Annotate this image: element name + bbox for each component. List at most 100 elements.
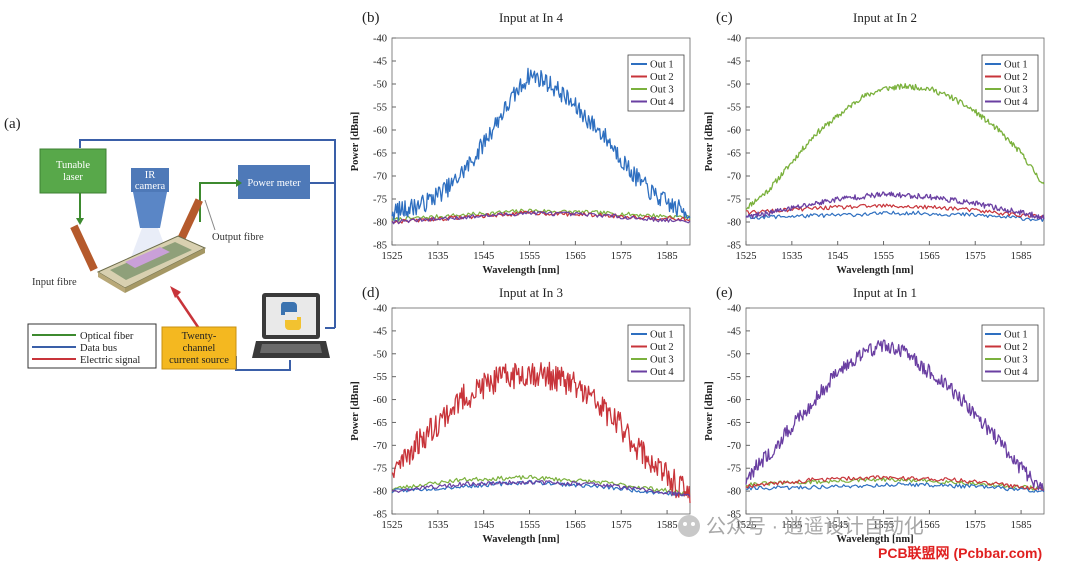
power-meter-label: Power meter bbox=[247, 178, 301, 189]
series-line-out-4 bbox=[745, 191, 1045, 220]
y-tick-label: -60 bbox=[727, 395, 741, 406]
watermark-text: 公众号 · 逍遥设计自动化 bbox=[706, 515, 924, 538]
y-tick-label: -85 bbox=[727, 510, 741, 521]
y-tick-label: -85 bbox=[373, 241, 387, 252]
photonic-chip bbox=[96, 235, 207, 293]
legend-bus-label: Data bus bbox=[80, 343, 117, 354]
x-tick-label: 1575 bbox=[611, 251, 632, 262]
series-line-out-2 bbox=[391, 361, 691, 504]
x-tick-label: 1555 bbox=[519, 520, 540, 531]
x-tick-label: 1545 bbox=[827, 520, 848, 531]
legend-label: Out 3 bbox=[1004, 355, 1028, 366]
y-tick-label: -85 bbox=[727, 241, 741, 252]
x-tick-label: 1585 bbox=[657, 520, 678, 531]
output-fibre-pointer bbox=[204, 199, 216, 231]
y-tick-label: -60 bbox=[373, 126, 387, 137]
y-tick-label: -70 bbox=[373, 441, 387, 452]
y-tick-label: -60 bbox=[373, 395, 387, 406]
x-tick-label: 1545 bbox=[827, 251, 848, 262]
chart-title: Input at In 1 bbox=[853, 285, 917, 300]
panel-label: (e) bbox=[716, 285, 733, 301]
y-tick-label: -50 bbox=[373, 349, 387, 360]
x-tick-label: 1585 bbox=[657, 251, 678, 262]
y-tick-label: -70 bbox=[373, 172, 387, 183]
ir-camera-lens bbox=[133, 192, 167, 228]
y-tick-label: -55 bbox=[727, 103, 741, 114]
y-tick-label: -65 bbox=[373, 149, 387, 160]
legend-label: Out 2 bbox=[650, 72, 674, 83]
legend-label: Out 4 bbox=[1004, 367, 1028, 378]
legend-label: Out 2 bbox=[1004, 72, 1028, 83]
x-axis-label: Wavelength [nm] bbox=[482, 265, 559, 276]
tunable-laser-box bbox=[39, 148, 107, 194]
ir-camera-box bbox=[131, 168, 169, 192]
watermark-site: PCB联盟网 (Pcbbar.com) bbox=[878, 545, 1042, 561]
series-line-out-4 bbox=[391, 479, 691, 497]
y-tick-label: -40 bbox=[727, 304, 741, 315]
series-line-out-2 bbox=[391, 210, 691, 225]
legend-label: Out 4 bbox=[1004, 97, 1028, 108]
x-tick-label: 1585 bbox=[1011, 520, 1032, 531]
current-source-box bbox=[161, 326, 237, 370]
y-axis-label: Power [dBm] bbox=[704, 381, 715, 441]
x-tick-label: 1585 bbox=[1011, 251, 1032, 262]
x-tick-label: 1575 bbox=[965, 251, 986, 262]
chart-title: Input at In 3 bbox=[499, 285, 563, 300]
y-tick-label: -55 bbox=[373, 372, 387, 383]
series-line-out-1 bbox=[391, 480, 691, 497]
y-tick-label: -85 bbox=[373, 510, 387, 521]
y-tick-label: -55 bbox=[373, 103, 387, 114]
current-source-label: Twenty-channel current source bbox=[169, 331, 229, 366]
x-tick-label: 1555 bbox=[873, 520, 894, 531]
ir-camera-label: IR camera bbox=[135, 170, 166, 192]
y-tick-label: -40 bbox=[373, 34, 387, 45]
x-tick-label: 1565 bbox=[919, 520, 940, 531]
x-tick-label: 1555 bbox=[873, 251, 894, 262]
plot-frame bbox=[391, 37, 691, 246]
y-tick-label: -70 bbox=[727, 441, 741, 452]
x-axis-label: Wavelength [nm] bbox=[482, 534, 559, 545]
x-tick-label: 1535 bbox=[427, 251, 448, 262]
legend-label: Out 1 bbox=[1004, 330, 1028, 341]
plot-frame bbox=[391, 307, 691, 515]
legend-label: Out 1 bbox=[650, 60, 674, 71]
output-fibre bbox=[177, 198, 203, 242]
x-tick-label: 1535 bbox=[781, 520, 802, 531]
diagram-legend: Optical fiber Data bus Electric signal bbox=[27, 323, 157, 369]
y-tick-label: -70 bbox=[727, 172, 741, 183]
y-tick-label: -65 bbox=[727, 149, 741, 160]
x-axis-label: Wavelength [nm] bbox=[836, 534, 913, 545]
chart-title: Input at In 2 bbox=[853, 10, 917, 25]
y-axis-label: Power [dBm] bbox=[704, 112, 715, 172]
computer-laptop bbox=[252, 293, 330, 358]
output-fibre-arrow bbox=[236, 179, 242, 187]
y-tick-label: -65 bbox=[727, 418, 741, 429]
input-fibre-arrow bbox=[76, 218, 84, 225]
y-tick-label: -75 bbox=[727, 195, 741, 206]
wechat-icon-eye-left bbox=[683, 522, 687, 526]
y-tick-label: -80 bbox=[373, 218, 387, 229]
series-line-out-1 bbox=[745, 482, 1045, 493]
y-axis-label: Power [dBm] bbox=[350, 112, 361, 172]
chart-1: (c) Input at In 2 -40 -45 -50 -55 -60 -65 -70 -75… bbox=[704, 10, 1045, 276]
panel-label: (d) bbox=[362, 285, 380, 301]
chart-0: (b) Input at In 4 -40 -45 -50 -55 -60 -65 -70 -75… bbox=[350, 10, 691, 276]
y-tick-label: -40 bbox=[373, 304, 387, 315]
x-tick-label: 1565 bbox=[919, 251, 940, 262]
x-tick-label: 1545 bbox=[473, 251, 494, 262]
electric-signal-line bbox=[175, 295, 202, 331]
x-tick-label: 1525 bbox=[382, 251, 403, 262]
panel-label-a: (a) bbox=[4, 116, 21, 132]
y-tick-label: -45 bbox=[373, 57, 387, 68]
x-tick-label: 1525 bbox=[736, 251, 757, 262]
x-axis-label: Wavelength [nm] bbox=[836, 265, 913, 276]
legend-electric-label: Electric signal bbox=[80, 355, 140, 366]
y-tick-label: -80 bbox=[727, 218, 741, 229]
y-tick-label: -75 bbox=[373, 464, 387, 475]
series-line-out-4 bbox=[391, 210, 691, 225]
power-meter-box bbox=[238, 165, 310, 199]
plot-frame bbox=[745, 37, 1045, 246]
y-tick-label: -50 bbox=[727, 80, 741, 91]
output-fibre-line bbox=[199, 182, 236, 222]
